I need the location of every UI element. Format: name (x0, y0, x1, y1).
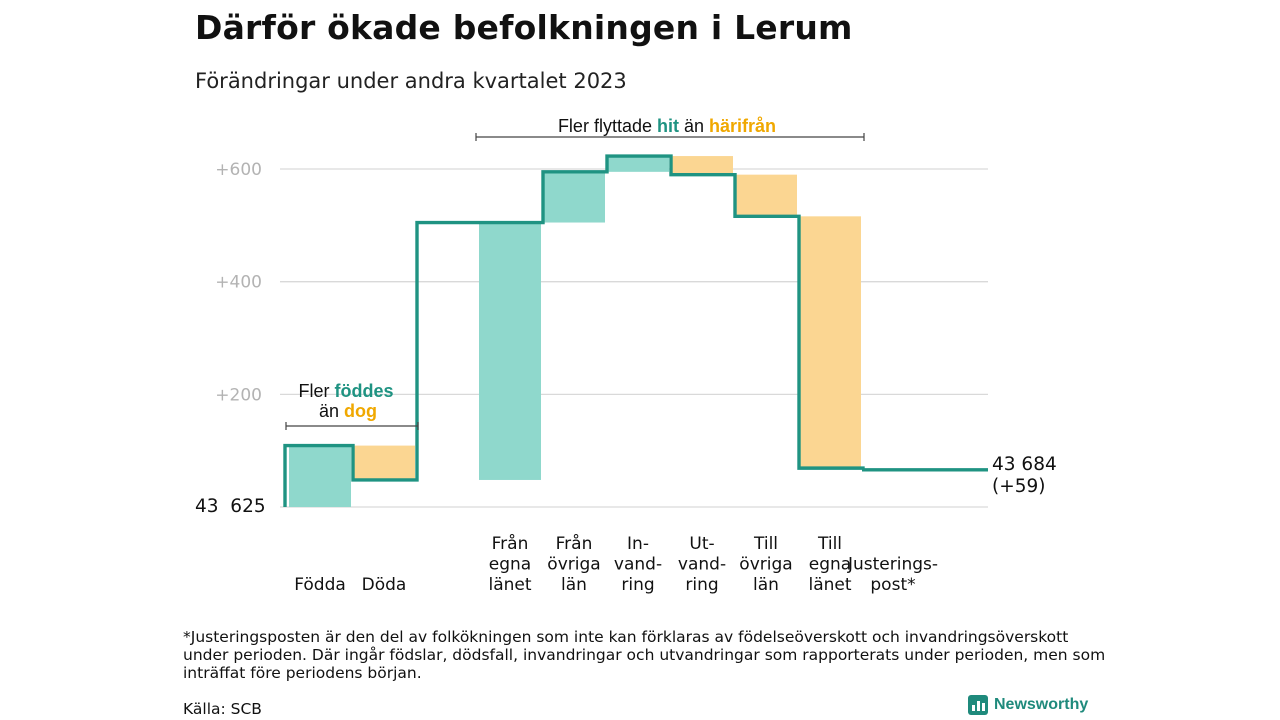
x-category-label: Till (817, 534, 842, 554)
cumulative-step-line (283, 154, 988, 507)
x-category-label: Ut- (689, 534, 714, 554)
x-category-label: Till (753, 534, 778, 554)
x-category-label: Födda (294, 575, 346, 595)
waterfall-bar (543, 171, 605, 223)
chart-subtitle: Förändringar under andra kvartalet 2023 (195, 69, 627, 93)
x-category-label: egna (809, 555, 851, 575)
x-category-label: vand- (678, 555, 726, 575)
y-tick-label: +200 (215, 385, 262, 405)
waterfall-bar (735, 174, 797, 217)
x-category-label: vand- (614, 555, 662, 575)
x-category-label: Från (556, 533, 593, 554)
x-category-label: ring (685, 575, 718, 595)
x-category-label: In- (627, 534, 649, 554)
x-category-label: län (753, 575, 779, 595)
births-bracket (285, 422, 419, 430)
x-category-label: övriga (547, 555, 600, 575)
waterfall-bar (607, 156, 669, 172)
waterfall-bar (353, 445, 415, 480)
births-annotation-line1: Fler föddes (298, 381, 393, 401)
x-category-label: länet (488, 575, 531, 595)
migration-bracket (475, 133, 865, 141)
x-category-label: länet (808, 575, 851, 595)
y-tick-label: +400 (215, 273, 262, 293)
x-category-label: Justerings- (847, 555, 938, 575)
brand-logo: Newsworthy (968, 695, 1088, 715)
x-category-label: län (561, 575, 587, 595)
waterfall-bar (799, 216, 861, 469)
migration-annotation: Fler flyttade hit än härifrån (558, 116, 776, 136)
births-annotation-line2: än dog (319, 401, 377, 421)
waterfall-bar (671, 156, 733, 175)
x-category-label: egna (489, 555, 531, 575)
end-value-label: (+59) (992, 476, 1045, 497)
waterfall-bar (479, 222, 541, 480)
x-category-label: Från (492, 533, 529, 554)
x-category-label: övriga (739, 555, 792, 575)
newsworthy-logo-icon (968, 695, 988, 715)
x-category-label: ring (621, 575, 654, 595)
x-category-label: post* (870, 575, 915, 595)
waterfall-bar (289, 445, 351, 507)
source-label: Källa: SCB (183, 700, 262, 718)
end-value-label: 43 684 (992, 454, 1057, 475)
x-category-label: Döda (362, 575, 407, 595)
brand-name: Newsworthy (994, 696, 1089, 713)
start-value-label: 43 625 (195, 496, 266, 517)
footnote: *Justeringsposten är den del av folkökni… (183, 628, 1106, 682)
y-tick-label: +600 (215, 160, 262, 180)
chart-title: Därför ökade befolkningen i Lerum (195, 8, 853, 47)
